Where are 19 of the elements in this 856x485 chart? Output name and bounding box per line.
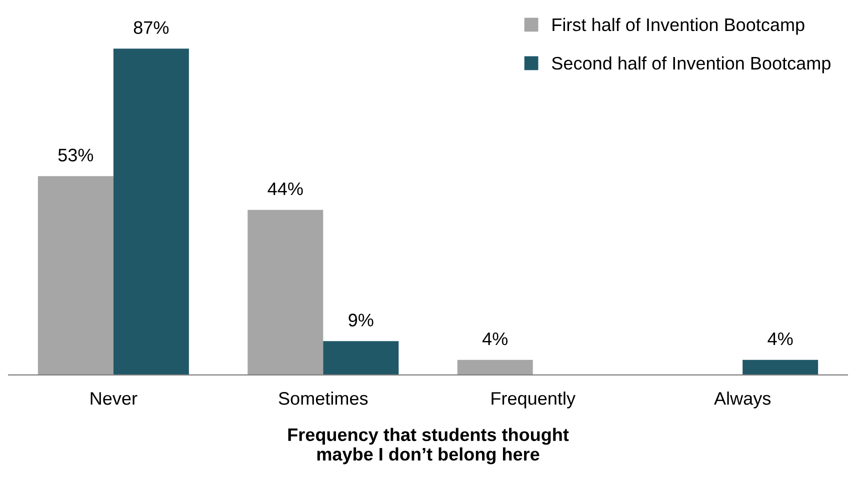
legend-label: First half of Invention Bootcamp bbox=[552, 18, 804, 35]
legend-label: Second half of Invention Bootcamp bbox=[552, 56, 830, 74]
data-label: 87% bbox=[134, 21, 169, 34]
x-axis-title: Frequency that students thought maybe I don’t belong here bbox=[288, 428, 569, 464]
x-tick-label: Frequently bbox=[492, 392, 576, 408]
bar bbox=[113, 48, 189, 375]
bar bbox=[38, 176, 114, 375]
x-tick-label: Always bbox=[714, 392, 771, 408]
bar bbox=[742, 360, 818, 375]
x-tick-label: Sometimes bbox=[278, 392, 368, 405]
bar bbox=[457, 360, 533, 375]
x-tick-label: Never bbox=[90, 392, 138, 405]
data-label: 44% bbox=[268, 182, 303, 196]
bar bbox=[248, 210, 324, 375]
data-label: 9% bbox=[348, 314, 374, 326]
data-label: 4% bbox=[482, 332, 508, 346]
bar bbox=[323, 341, 399, 375]
data-label: 4% bbox=[768, 332, 793, 346]
data-label: 53% bbox=[58, 148, 94, 162]
